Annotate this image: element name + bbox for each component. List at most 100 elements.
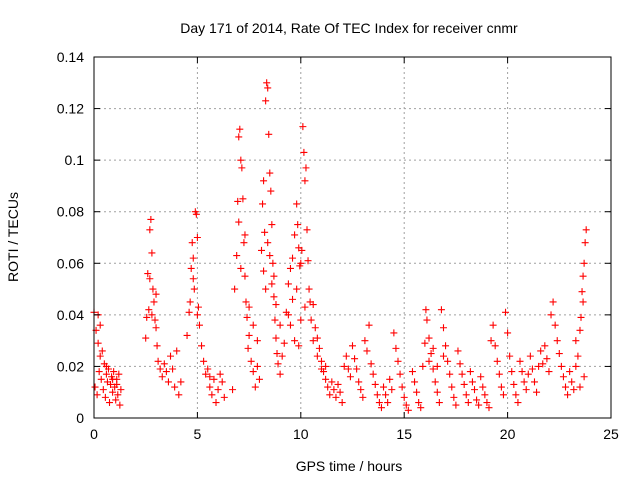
data-point [510,380,518,388]
data-point [450,393,458,401]
data-point [579,272,587,280]
data-point [332,393,340,401]
data-point [297,259,305,267]
data-point [167,352,175,360]
data-point [574,352,582,360]
data-point [173,347,181,355]
data-point [543,355,551,363]
data-point [516,357,524,365]
data-point [444,357,452,365]
plot-frame [93,56,612,419]
data-point [468,378,476,386]
data-point [249,321,257,329]
data-point [315,344,323,352]
data-point [263,79,271,87]
data-point [235,218,243,226]
data-point [411,378,419,386]
x-tick-label: 10 [293,426,309,442]
data-point [241,272,249,280]
data-point [236,125,244,133]
axes: 0 5 10 15 20 25 0 0.02 0.04 0.06 0.08 0.1 0.12 0.14 [57,49,619,442]
data-point [185,308,193,316]
data-point [336,388,344,396]
data-point [514,399,522,407]
data-point [109,375,117,383]
data-point [454,347,462,355]
data-point [522,386,530,394]
data-point [273,350,281,358]
data-point [502,308,510,316]
data-point [380,383,388,391]
data-point [413,388,421,396]
data-point [270,293,278,301]
data-point [499,391,507,399]
data-point [520,378,528,386]
data-point [189,275,197,283]
data-point [330,386,338,394]
data-point [404,406,412,414]
data-point [238,164,246,172]
data-point [94,339,102,347]
grid [94,57,611,418]
data-point [261,228,269,236]
data-point [144,270,152,278]
data-point [581,239,589,247]
data-point [102,370,110,378]
data-point [535,362,543,370]
data-point [269,259,277,267]
data-point [189,254,197,262]
data-point [193,311,201,319]
data-point [284,280,292,288]
data-point [106,399,114,407]
data-point [193,234,201,241]
data-point [446,370,454,378]
data-point [293,285,301,293]
data-point [425,357,433,365]
x-tick-label: 25 [603,426,619,442]
data-point [194,303,202,311]
data-point [96,321,104,329]
data-point [142,334,150,342]
data-point [577,313,585,321]
data-point [369,370,377,378]
data-point [322,362,330,370]
data-point [481,391,489,399]
data-point [309,337,317,345]
data-point [284,311,292,319]
data-point [304,257,312,265]
data-point [114,391,122,399]
data-point [98,347,106,355]
data-point [249,368,257,376]
data-point [259,200,267,208]
data-point [289,295,297,303]
y-tick-label: 0.14 [57,49,84,65]
data-point [572,337,580,345]
data-point [231,285,239,293]
data-point [322,375,330,383]
data-point [340,362,348,370]
data-point [264,84,272,92]
data-point [367,360,375,368]
data-point [377,404,385,412]
data-point [115,370,123,378]
data-point [260,267,268,275]
data-point [95,368,103,376]
data-point [262,97,270,105]
data-point [255,375,263,383]
data-point [218,378,226,386]
data-point [328,378,336,386]
data-point [158,373,166,381]
x-tick-label: 15 [396,426,412,442]
data-point [240,239,248,247]
data-point [195,321,203,329]
data-point [422,306,430,314]
data-point [145,306,153,314]
y-tick-label: 0.08 [57,204,84,220]
data-points [90,79,590,414]
data-point [291,337,299,345]
data-point [576,326,584,334]
data-point [429,365,437,373]
data-point [148,311,156,319]
data-point [576,383,584,391]
data-point [235,133,243,141]
